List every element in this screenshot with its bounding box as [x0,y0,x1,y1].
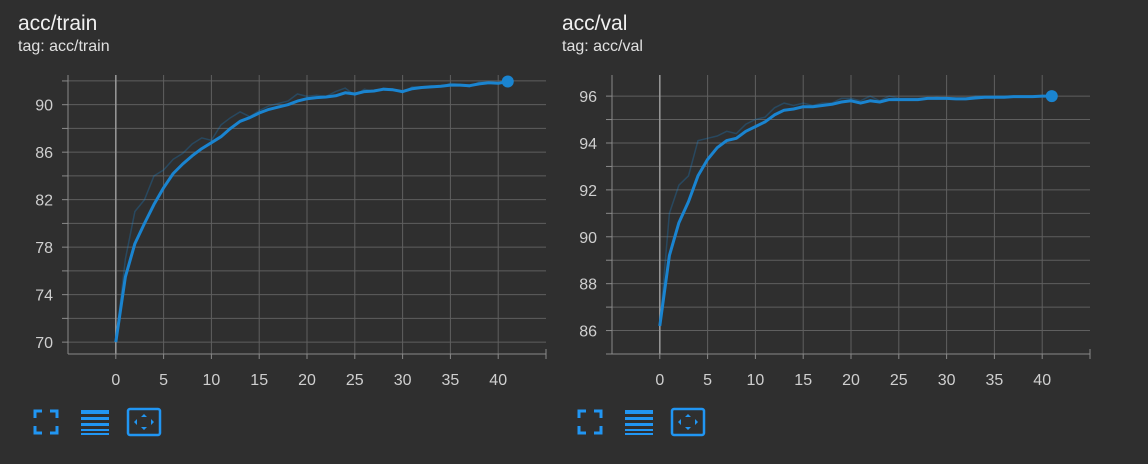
x-tick-label: 5 [159,372,168,389]
chart-plot-acc-train[interactable]: 70 74 78 82 86 90 0 5 10 15 20 25 30 35 40 [0,0,560,400]
chart-toolbar [572,404,719,440]
x-tick-label: 20 [298,372,316,389]
y-tick-label: 94 [579,136,597,153]
toggle-y-log-icon [625,410,653,435]
fit-domain-button[interactable] [670,404,706,440]
x-tick-label: 25 [346,372,364,389]
x-tick-label: 20 [842,372,860,389]
chart-plot-acc-val[interactable]: 86 88 90 92 94 96 0 5 10 15 20 25 30 35 40 [544,0,1104,400]
y-tick-label: 74 [35,288,53,305]
fullscreen-icon [33,409,59,435]
chart-title: acc/val [562,12,628,35]
chart-card-acc-train: acc/train tag: acc/train 70 74 78 82 86 90 0 5 1… [0,0,560,464]
x-tick-label: 15 [794,372,812,389]
fit-domain-icon [670,407,706,437]
x-tick-label: 0 [111,372,120,389]
fit-domain-icon [126,407,162,437]
raw-series-line [659,95,1052,326]
smoothed-series-line [658,94,1052,327]
toggle-y-log-button[interactable] [621,404,657,440]
y-tick-label: 96 [579,89,597,106]
y-tick-label: 88 [579,277,597,294]
raw-series-line [115,80,508,343]
x-tick-label: 30 [394,372,412,389]
y-tick-label: 86 [579,324,597,341]
y-tick-label: 82 [35,193,53,210]
last-point-marker [501,75,514,88]
toggle-y-log-button[interactable] [77,404,113,440]
chart-tag: tag: acc/val [562,38,643,55]
y-tick-label: 70 [35,335,53,352]
fullscreen-button[interactable] [572,404,608,440]
chart-title: acc/train [18,12,98,35]
last-point-marker [1045,90,1058,103]
y-tick-label: 92 [579,183,597,200]
toggle-y-log-icon [81,410,109,435]
y-tick-label: 78 [35,240,53,257]
x-tick-label: 0 [655,372,664,389]
x-tick-label: 10 [203,372,221,389]
fullscreen-icon [577,409,603,435]
x-tick-label: 30 [938,372,956,389]
x-tick-label: 15 [250,372,268,389]
x-tick-label: 35 [442,372,460,389]
x-tick-label: 25 [890,372,908,389]
x-tick-label: 35 [986,372,1004,389]
fullscreen-button[interactable] [28,404,64,440]
x-tick-label: 10 [747,372,765,389]
chart-toolbar [28,404,175,440]
x-tick-label: 40 [1033,372,1051,389]
chart-tag: tag: acc/train [18,38,110,55]
x-tick-label: 5 [703,372,712,389]
chart-card-acc-val: acc/val tag: acc/val 86 88 90 92 94 96 0 5 10 15 2… [544,0,1104,464]
y-tick-label: 90 [579,230,597,247]
x-tick-label: 40 [489,372,507,389]
fit-domain-button[interactable] [126,404,162,440]
y-tick-label: 90 [35,98,53,115]
y-tick-label: 86 [35,145,53,162]
smoothed-series-line [114,80,509,343]
